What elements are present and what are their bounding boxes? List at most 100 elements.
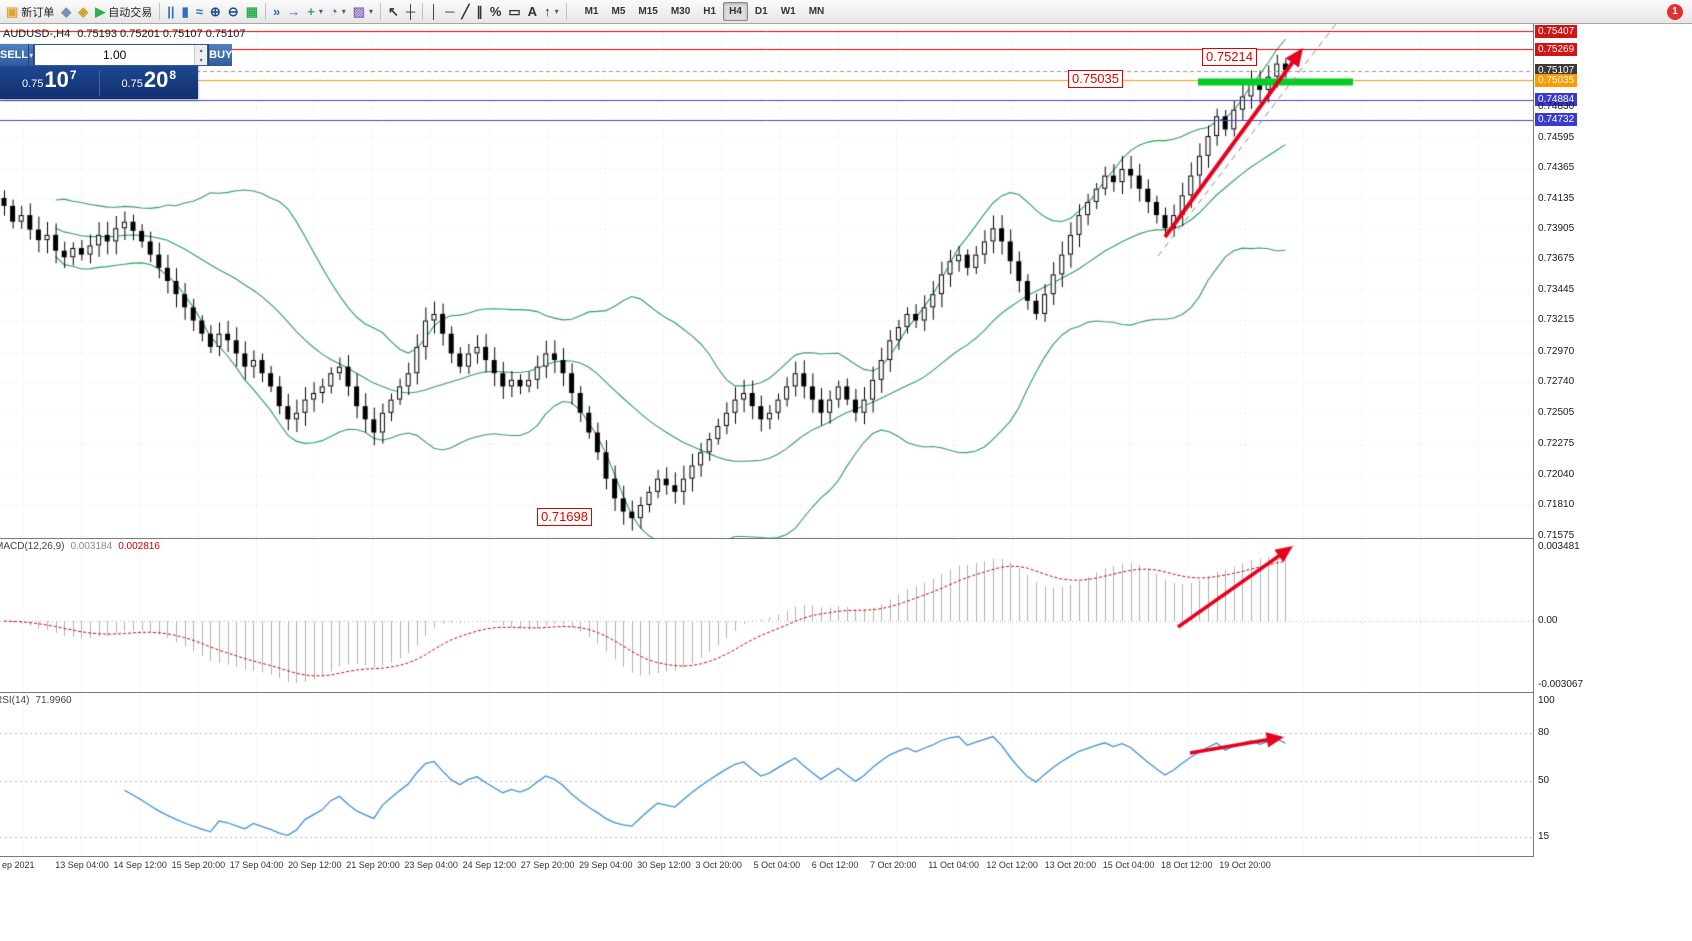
order-options-dropdown[interactable]: ▾ <box>29 44 35 66</box>
price-marker-label: 0.75269 <box>1535 42 1578 56</box>
time-label: 19 Oct 20:00 <box>1219 860 1271 870</box>
zoom-out-icon: ⊖ <box>227 4 239 19</box>
line-chart-icon: ≈ <box>195 4 203 19</box>
timeframe-m15-button[interactable]: M15 <box>638 6 658 17</box>
rsi-panel[interactable]: RSI(14) 71.9960 <box>0 693 1533 857</box>
chart-window-button[interactable]: ◆ <box>58 2 74 22</box>
autotrade-button[interactable]: ▶ 自动交易 <box>92 2 155 22</box>
buy-button[interactable]: BUY <box>208 44 233 66</box>
macd-axis-label: -0.003067 <box>1538 679 1584 690</box>
candlestick-chart-canvas[interactable] <box>0 24 1533 539</box>
autotrade-play-icon: ▶ <box>95 4 106 19</box>
time-label: 27 Sep 20:00 <box>520 860 575 870</box>
indicators-button[interactable]: + ▾ <box>304 2 326 22</box>
rsi-axis-label: 80 <box>1538 727 1550 738</box>
rsi-chart-canvas[interactable] <box>0 693 1533 857</box>
chevron-down-icon: ▾ <box>318 7 323 16</box>
time-label: 15 Sep 20:00 <box>171 860 226 870</box>
sell-price-pip: 7 <box>69 67 77 82</box>
zoom-in-button[interactable]: ⊕ <box>207 2 224 22</box>
scroll-to-end-button[interactable]: » <box>270 2 283 22</box>
crosshair-button[interactable]: ┼ <box>403 2 418 22</box>
line-chart-button[interactable]: ≈ <box>193 2 206 22</box>
chevron-down-icon: ▾ <box>369 7 374 16</box>
alerts-button[interactable]: ◈ <box>75 2 91 22</box>
toolbar-separator <box>422 3 424 20</box>
buy-price-pip: 8 <box>169 67 177 82</box>
macd-panel[interactable]: MACD(12,26,9) 0.003184 0.002816 <box>0 539 1533 693</box>
sell-price-prefix: 0.75 <box>21 77 44 90</box>
sell-button[interactable]: SELL <box>0 44 30 66</box>
ohlc-values: 0.75193 0.75201 0.75107 0.75107 <box>77 28 246 40</box>
trendline-button[interactable]: ╱ <box>458 2 472 22</box>
tile-windows-button[interactable]: ▦ <box>243 2 261 22</box>
time-label: 24 Sep 12:00 <box>462 860 517 870</box>
price-axis[interactable]: 0.75407 0.75269 0.75107 0.75035 0.74884 0.747… <box>1533 24 1692 857</box>
zoom-out-button[interactable]: ⊖ <box>225 2 242 22</box>
chevron-down-icon: ▾ <box>341 7 346 16</box>
time-label: 18 Oct 12:00 <box>1161 860 1213 870</box>
timeframe-h4-button[interactable]: H4 <box>723 2 748 21</box>
price-tick-label: 0.73905 <box>1538 222 1575 234</box>
price-annotation-low[interactable]: 0.71698 <box>537 508 592 526</box>
price-annotation-high[interactable]: 0.75214 <box>1202 48 1257 66</box>
candlestick-chart-button[interactable]: ▮ <box>179 2 192 22</box>
time-label: 30 Sep 12:00 <box>637 860 691 870</box>
buy-price[interactable]: 0.75 20 8 <box>100 67 199 94</box>
price-marker-label: 0.74884 <box>1535 93 1578 107</box>
scroll-end-icon: » <box>272 4 281 19</box>
trendline-icon: ╱ <box>461 4 470 19</box>
rsi-axis-label: 50 <box>1538 775 1550 786</box>
horizontal-line-button[interactable]: ─ <box>442 2 457 22</box>
new-order-button-label: 新订单 <box>21 6 55 19</box>
bar-chart-button[interactable]: || <box>164 2 177 22</box>
vertical-line-icon: │ <box>430 4 439 19</box>
cursor-button[interactable]: ↖ <box>385 2 402 22</box>
auto-scroll-button[interactable]: → <box>284 2 303 22</box>
timeframe-m1-button[interactable]: M1 <box>584 6 599 17</box>
candlestick-icon: ▮ <box>181 4 189 19</box>
time-label: 6 Oct 12:00 <box>811 860 859 870</box>
toolbar-separator <box>565 3 567 20</box>
volume-input[interactable] <box>35 45 195 65</box>
price-tick-label: 0.71575 <box>1538 529 1575 541</box>
periods-button[interactable]: ◔ ▾ <box>327 2 349 22</box>
price-tick-label: 0.74365 <box>1538 162 1575 174</box>
text-button[interactable]: A <box>525 2 540 22</box>
fibonacci-button[interactable]: % <box>487 2 505 22</box>
templates-button[interactable]: ▨ ▾ <box>350 2 376 22</box>
price-tick-label: 0.74830 <box>1538 101 1575 113</box>
buy-price-main: 20 <box>143 67 169 93</box>
new-order-button[interactable]: ▣ 新订单 <box>3 2 57 22</box>
macd-chart-canvas[interactable] <box>0 539 1533 693</box>
sell-price[interactable]: 0.75 10 7 <box>0 67 99 94</box>
vertical-line-button[interactable]: │ <box>427 2 441 22</box>
channel-icon: ∥ <box>476 4 483 19</box>
price-tick-label: 0.72040 <box>1538 468 1575 480</box>
timeframe-d1-button[interactable]: D1 <box>754 6 768 17</box>
add-indicator-icon: + <box>307 4 315 19</box>
price-tick-label: 0.72275 <box>1538 437 1575 449</box>
toolbar-separator <box>380 3 382 20</box>
timeframe-mn-button[interactable]: MN <box>808 6 825 17</box>
timeframe-m30-button[interactable]: M30 <box>670 6 691 17</box>
timeframe-w1-button[interactable]: W1 <box>780 6 796 17</box>
channel-button[interactable]: ∥ <box>473 2 486 22</box>
macd-name: MACD(12,26,9) <box>0 541 65 552</box>
volume-box: ▴ ▾ <box>34 44 209 66</box>
macd-main-value: 0.003184 <box>70 541 113 552</box>
notification-badge[interactable]: 1 <box>1667 3 1683 20</box>
time-label: 5 Oct 04:00 <box>753 860 801 870</box>
time-axis[interactable]: ep 2021 13 Sep 04:00 14 Sep 12:00 15 Sep 20… <box>0 857 1692 876</box>
zoom-in-icon: ⊕ <box>209 4 221 19</box>
arrows-tool-button[interactable]: ↑ ▾ <box>541 2 562 22</box>
timeframe-h1-button[interactable]: H1 <box>703 6 717 17</box>
time-label: 29 Sep 04:00 <box>579 860 633 870</box>
shapes-button[interactable]: ▭ <box>505 2 523 22</box>
rsi-indicator-label: RSI(14) 71.9960 <box>0 695 72 706</box>
price-annotation-mid[interactable]: 0.75035 <box>1068 70 1123 88</box>
timeframe-m5-button[interactable]: M5 <box>611 6 626 17</box>
volume-increase-button[interactable]: ▴ <box>195 45 208 55</box>
main-chart-panel[interactable]: AUDUSD-,H4 0.75193 0.75201 0.75107 0.751… <box>0 24 1533 539</box>
volume-decrease-button[interactable]: ▾ <box>195 55 208 65</box>
